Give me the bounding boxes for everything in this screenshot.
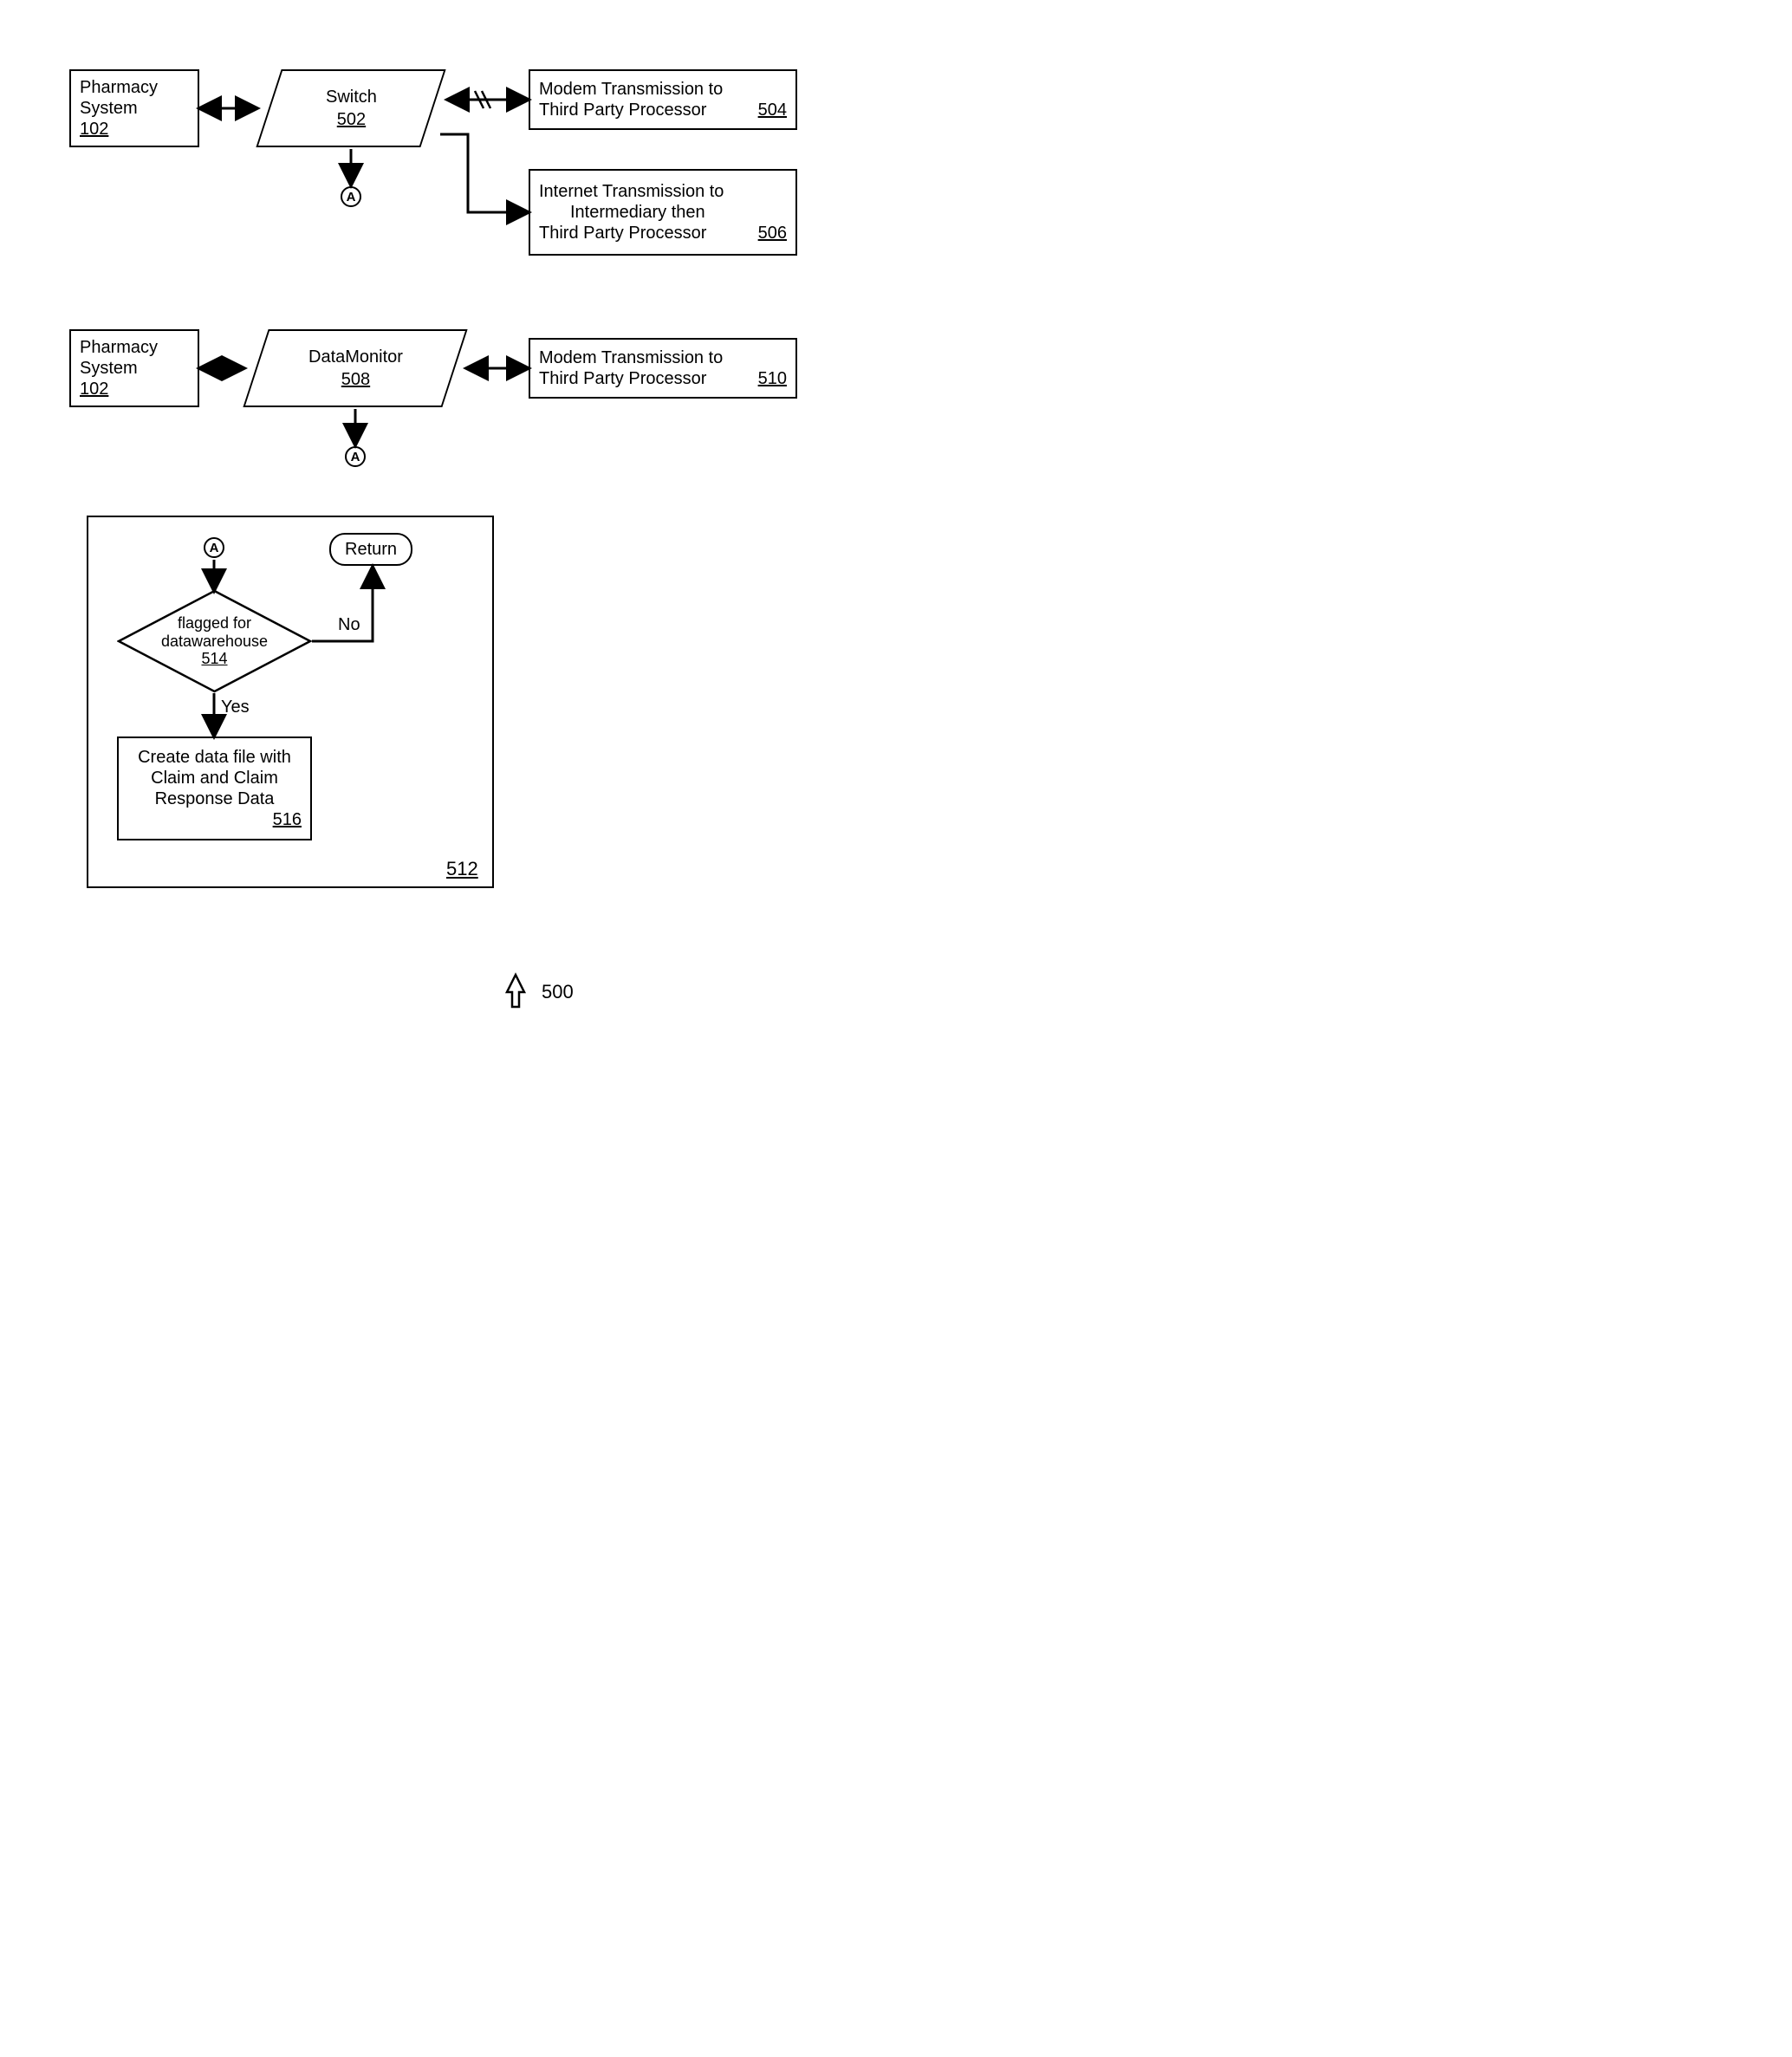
- figure-arrow-icon: [35, 35, 901, 1031]
- figure-ref: 500: [542, 981, 574, 1003]
- flowchart-canvas: Pharmacy System 102 Switch 502 Modem Tra…: [35, 35, 901, 1031]
